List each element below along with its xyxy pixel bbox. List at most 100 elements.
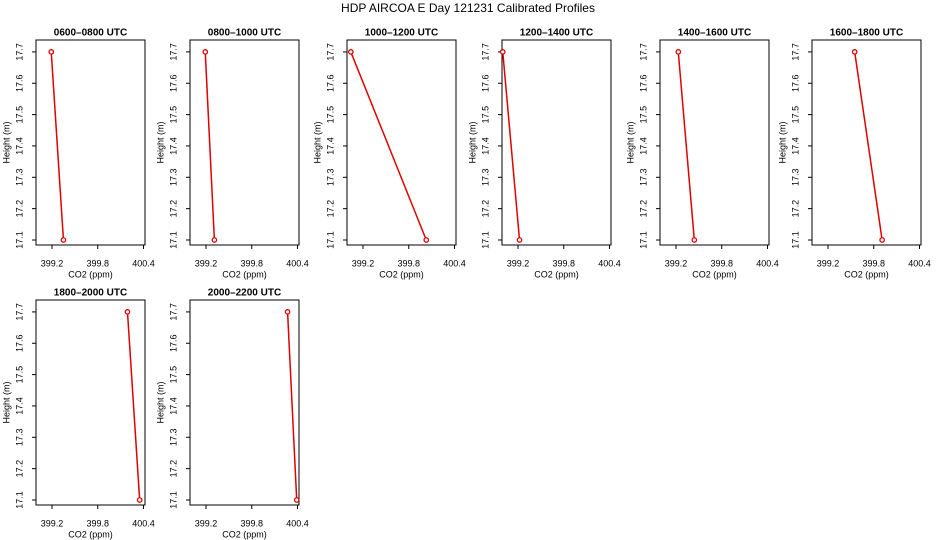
y-tick-label: 17.6	[790, 74, 800, 92]
y-tick-label: 17.5	[14, 366, 24, 384]
y-tick-label: 17.6	[638, 74, 648, 92]
data-point	[211, 237, 218, 243]
y-tick-label: 17.2	[168, 200, 178, 218]
plot-frame	[346, 39, 457, 246]
page-title: HDP AIRCOA E Day 121231 Calibrated Profi…	[341, 1, 595, 15]
data-point	[124, 309, 131, 315]
x-axis-label: CO2 (ppm)	[68, 529, 113, 539]
y-tick-label: 17.4	[325, 137, 335, 155]
y-tick-label: 17.6	[168, 334, 178, 352]
x-tick-label: 400.4	[756, 258, 779, 268]
y-tick-label: 17.1	[325, 231, 335, 249]
data-point	[516, 237, 523, 243]
y-tick-label: 17.3	[480, 169, 490, 187]
y-tick-label: 17.4	[168, 137, 178, 155]
data-point	[675, 49, 682, 55]
x-tick-label: 399.8	[86, 518, 109, 528]
y-tick-label: 17.3	[14, 169, 24, 187]
x-tick-label: 399.2	[41, 258, 64, 268]
y-tick-label: 17.4	[14, 397, 24, 415]
x-axis-label: CO2 (ppm)	[379, 269, 424, 279]
plot-frame	[189, 299, 300, 506]
panel-title: 1000–1200 UTC	[365, 28, 438, 39]
x-axis-label: CO2 (ppm)	[222, 269, 267, 279]
plot-frame	[501, 39, 612, 246]
x-axis-label: CO2 (ppm)	[222, 529, 267, 539]
data-point	[293, 497, 300, 503]
y-tick-label: 17.6	[14, 334, 24, 352]
x-tick-label: 399.8	[86, 258, 109, 268]
profile-line	[126, 311, 141, 501]
x-tick-label: 400.4	[286, 258, 309, 268]
y-tick-label: 17.7	[168, 303, 178, 321]
profile-line	[677, 51, 696, 241]
y-tick-label: 17.6	[168, 74, 178, 92]
data-point	[60, 237, 67, 243]
y-tick-label: 17.7	[638, 43, 648, 61]
y-tick-label: 17.3	[168, 169, 178, 187]
y-tick-label: 17.5	[325, 106, 335, 124]
y-tick-label: 17.2	[480, 200, 490, 218]
panel-title: 1200–1400 UTC	[520, 28, 593, 39]
y-tick-label: 17.3	[14, 429, 24, 447]
y-tick-label: 17.7	[480, 43, 490, 61]
y-axis-label: Height (m)	[777, 121, 787, 163]
plot-frame	[811, 39, 922, 246]
x-tick-label: 400.4	[132, 518, 155, 528]
plot-frame	[189, 39, 300, 246]
y-tick-label: 17.4	[480, 137, 490, 155]
x-axis-label: CO2 (ppm)	[534, 269, 579, 279]
y-tick-label: 17.1	[168, 231, 178, 249]
y-tick-label: 17.2	[14, 460, 24, 478]
y-tick-label: 17.3	[325, 169, 335, 187]
x-tick-label: 399.8	[240, 258, 263, 268]
y-tick-label: 17.5	[14, 106, 24, 124]
data-point	[48, 49, 55, 55]
x-tick-label: 399.8	[552, 258, 575, 268]
y-tick-label: 17.5	[638, 106, 648, 124]
panel-title: 1800–2000 UTC	[54, 288, 127, 299]
y-tick-label: 17.4	[790, 137, 800, 155]
plot-frame	[659, 39, 770, 246]
x-tick-label: 399.8	[240, 518, 263, 528]
panel-title: 1600–1800 UTC	[830, 28, 903, 39]
profile-line	[286, 311, 298, 501]
y-tick-label: 17.1	[168, 491, 178, 509]
y-tick-label: 17.2	[168, 460, 178, 478]
plot-frame	[35, 39, 146, 246]
y-tick-label: 17.1	[790, 231, 800, 249]
panel-title: 0600–0800 UTC	[54, 28, 127, 39]
x-tick-label: 399.8	[397, 258, 420, 268]
x-tick-label: 399.2	[817, 258, 840, 268]
y-axis-label: Height (m)	[1, 121, 11, 163]
plot-frame	[35, 299, 146, 506]
y-tick-label: 17.1	[14, 231, 24, 249]
x-axis-label: CO2 (ppm)	[844, 269, 889, 279]
y-axis-label: Height (m)	[312, 121, 322, 163]
data-point	[202, 49, 209, 55]
y-tick-label: 17.2	[638, 200, 648, 218]
y-tick-label: 17.4	[168, 397, 178, 415]
x-tick-label: 399.2	[665, 258, 688, 268]
y-tick-label: 17.7	[790, 43, 800, 61]
data-point	[423, 237, 430, 243]
y-tick-label: 17.7	[14, 43, 24, 61]
data-point	[284, 309, 291, 315]
panel-title: 2000–2200 UTC	[208, 288, 281, 299]
y-tick-label: 17.4	[14, 137, 24, 155]
x-tick-label: 399.2	[352, 258, 375, 268]
x-tick-label: 400.4	[286, 518, 309, 528]
y-axis-label: Height (m)	[625, 121, 635, 163]
data-point	[499, 49, 506, 55]
x-tick-label: 399.2	[41, 518, 64, 528]
y-axis-label: Height (m)	[467, 121, 477, 163]
x-tick-label: 399.2	[195, 518, 218, 528]
y-tick-label: 17.2	[14, 200, 24, 218]
y-tick-label: 17.7	[168, 43, 178, 61]
x-axis-label: CO2 (ppm)	[68, 269, 113, 279]
y-tick-label: 17.1	[638, 231, 648, 249]
x-tick-label: 399.2	[507, 258, 530, 268]
x-axis-label: CO2 (ppm)	[692, 269, 737, 279]
